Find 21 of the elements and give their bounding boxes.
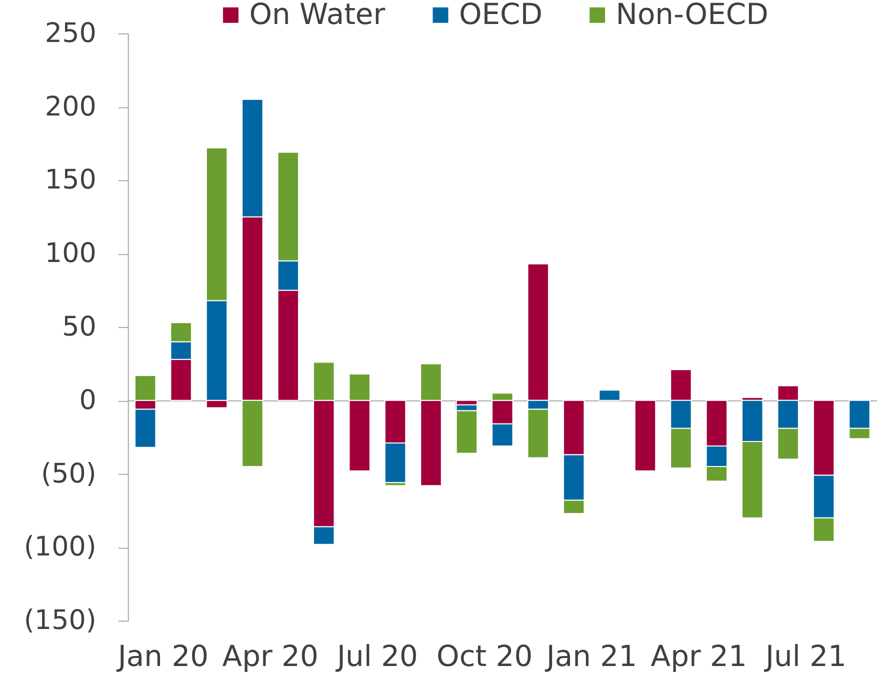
y-tick-label: 100 (44, 238, 96, 270)
y-tick-label: (100) (24, 532, 96, 563)
y-tick-label: 0 (79, 384, 96, 416)
y-tick-label: (150) (24, 605, 96, 636)
bar (598, 390, 620, 401)
x-tick-label: Oct 20 (436, 639, 533, 674)
x-tick-label: Apr 21 (650, 639, 747, 674)
bar (634, 400, 656, 472)
x-tick-label: Jul 21 (763, 639, 846, 674)
x-tick-label: Jan 20 (116, 639, 209, 674)
y-tick-label: (50) (41, 458, 96, 490)
x-tick-label: Jan 21 (544, 639, 638, 674)
y-tick-label: 50 (62, 312, 96, 342)
legend-label: On Water (249, 0, 386, 32)
legend-label: OECD (458, 0, 543, 32)
y-tick-label: 250 (44, 18, 96, 49)
x-tick-label: Apr 20 (222, 639, 318, 674)
x-tick-label: Jul 20 (334, 639, 418, 674)
y-tick-label: 200 (44, 91, 96, 122)
legend-label: Non-OECD (616, 0, 768, 32)
y-tick-label: 150 (44, 164, 96, 196)
